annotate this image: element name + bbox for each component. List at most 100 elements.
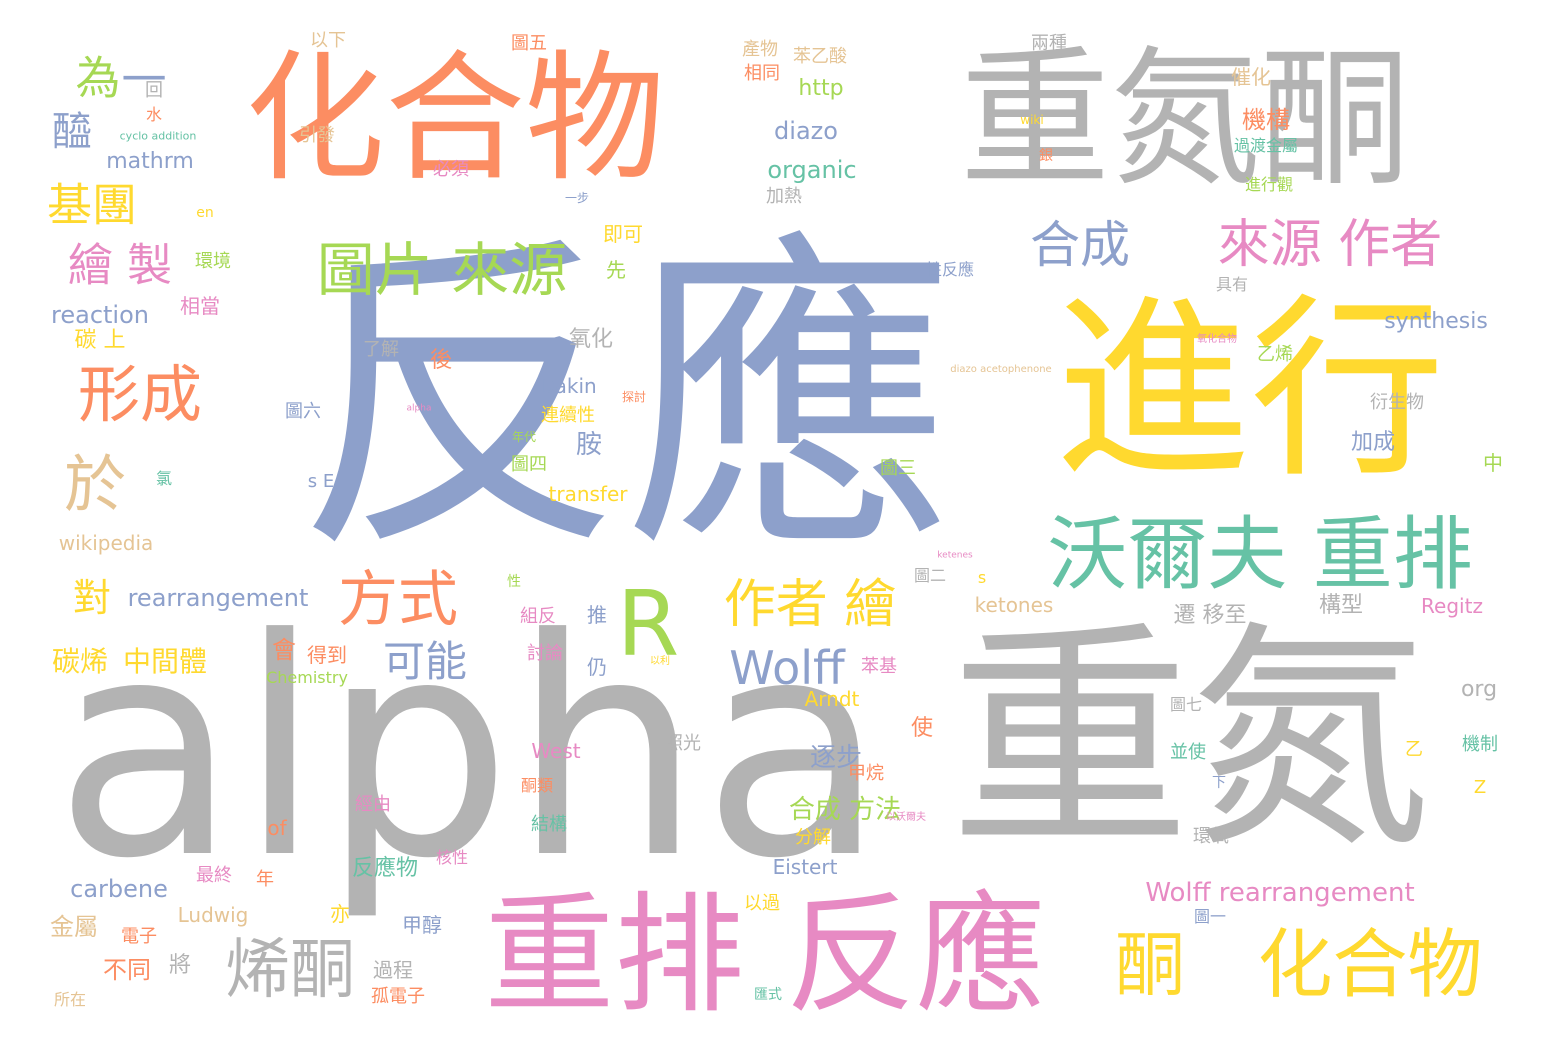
- w-alpha-small: alpha: [406, 403, 432, 414]
- w-tuqi: 圖七: [1169, 695, 1203, 714]
- w-yanghua: 氧化: [568, 327, 614, 352]
- w-lufan: 組反: [520, 606, 556, 627]
- w-an: 胺: [575, 430, 603, 460]
- w-dedao: 得到: [307, 643, 347, 667]
- w-yixi: 乙烯: [1257, 344, 1293, 365]
- w-fangshi: 方式: [338, 565, 458, 635]
- w-tuyi: 圖一: [1193, 907, 1227, 926]
- w-yin: 銀: [1039, 148, 1053, 164]
- w-Chemistry: Chemistry: [266, 668, 348, 687]
- w-benyisuan: 苯乙酸: [793, 46, 847, 67]
- w-gudianzi: 孤電子: [371, 986, 425, 1007]
- w-yi: 一: [113, 55, 167, 101]
- w-xingcheng: 形成: [77, 358, 203, 431]
- w-niandai: 年代: [511, 430, 537, 444]
- w-of: of: [267, 816, 287, 840]
- w-butong: 不同: [103, 956, 151, 984]
- w-lu: 氯: [155, 469, 173, 488]
- w-xitong: 烯酮: [224, 932, 356, 1008]
- w-jizhi: 機制: [1462, 734, 1498, 755]
- w-rearrangement: rearrangement: [127, 584, 309, 612]
- w-huanjing: 環境: [195, 251, 231, 272]
- w-Wolff-rearr: Wolff rearrangement: [1145, 878, 1415, 908]
- w-tusan: 圖三: [880, 458, 916, 479]
- w-diazoaceto: diazo acetophenone: [950, 364, 1052, 375]
- w-jituan: 基團: [46, 178, 138, 232]
- w-hui2: 回: [145, 80, 163, 101]
- w-en: en: [196, 205, 214, 221]
- w-yiguo: 以過: [744, 893, 780, 914]
- w-xing: 性: [507, 574, 521, 590]
- w-org: org: [1460, 677, 1498, 702]
- w-goxing: 構型: [1318, 593, 1364, 618]
- w-tui: 推: [587, 603, 607, 627]
- w-jinxingguan: 進行觀: [1244, 175, 1294, 194]
- w-tonglei: 酮類: [520, 776, 554, 795]
- w-xia: 下: [1212, 775, 1226, 791]
- w-cycloaddition: cyclo addition: [119, 129, 197, 143]
- w-laiyuan-zuozhe: 來源 作者: [1217, 215, 1443, 275]
- w-tuliu: 圖六: [285, 401, 321, 422]
- w-lianxuxing: 連續性: [541, 405, 595, 426]
- w-organic: organic: [767, 156, 857, 184]
- w-jiawan: 甲烷: [848, 763, 884, 784]
- w-Wolff: Wolff: [729, 641, 845, 695]
- w-Z: Z: [1473, 777, 1487, 798]
- w-jike: 即可: [603, 222, 643, 246]
- w-Eistert: Eistert: [772, 855, 838, 879]
- w-wei: 為: [75, 51, 121, 105]
- w-yibu: 一步: [564, 191, 590, 205]
- w-transfer: transfer: [548, 482, 628, 506]
- w-zuozhe-hui: 作者 繪: [723, 575, 897, 635]
- w-liangzhong: 兩種: [1031, 33, 1067, 54]
- w-synthesis: synthesis: [1384, 309, 1488, 334]
- w-xiangdang: 相當: [180, 294, 220, 318]
- w-huahewu-top: 化合物: [244, 38, 666, 201]
- w-liaojie: 了解: [363, 339, 399, 360]
- w-huahewu-bottom: 化合物: [1257, 920, 1483, 1009]
- w-tuwu: 圖五: [511, 33, 547, 54]
- w-zhongdan: 重氮: [949, 600, 1431, 880]
- w-hecheng-fangfa: 合成 方法: [788, 795, 902, 825]
- w-fanyingwu: 反應物: [351, 856, 419, 881]
- w-jinshu: 金屬: [50, 913, 98, 941]
- w-jiegou: 結構: [531, 814, 567, 835]
- w-yiwo: 以沃爾夫: [886, 812, 926, 823]
- w-xingfanying: 性反應: [925, 260, 975, 279]
- w-tusi: 圖四: [511, 454, 547, 475]
- w-huizhi: 繪 製: [67, 238, 173, 292]
- w-yu: 於: [63, 448, 127, 521]
- w-Arndt: Arndt: [804, 687, 860, 711]
- w-yanghuawu: 氧化合物: [1197, 334, 1237, 345]
- w-yinfa: 引發: [299, 125, 335, 146]
- w-jiajie: 甲醇: [402, 913, 442, 937]
- w-huashi: 匯式: [754, 987, 782, 1003]
- w-shui: 水: [145, 105, 163, 124]
- w-guodujinshu: 過渡金屬: [1233, 136, 1299, 155]
- w-guocheng: 過程: [373, 958, 413, 982]
- w-zhongxiong: 中: [1483, 451, 1503, 475]
- w-xian: 先: [606, 258, 626, 282]
- w-hou: 後: [429, 348, 453, 373]
- w-jiang: 將: [168, 953, 192, 978]
- w-R: R: [616, 572, 680, 677]
- w-xi: 醯: [52, 109, 92, 155]
- w-shi: 使: [910, 716, 934, 741]
- w-nian: 年: [256, 869, 274, 890]
- w-xiangtong: 相同: [744, 63, 780, 84]
- w-yi3: 乙: [1405, 739, 1423, 760]
- w-wiki: wiki: [1020, 113, 1044, 127]
- w-zuizhong: 最終: [196, 865, 232, 886]
- w-Ludwig: Ludwig: [177, 903, 249, 927]
- w-dui: 對: [72, 576, 112, 620]
- w-fenjie: 分解: [795, 827, 831, 848]
- w-benji: 苯基: [861, 656, 897, 677]
- w-keteness: ketenes: [937, 550, 973, 561]
- w-yilai: 以利: [650, 656, 670, 667]
- w-yi2: 亦: [330, 902, 350, 926]
- w-yanshengwu: 衍生物: [1370, 392, 1424, 413]
- w-jiare: 加熱: [766, 186, 802, 207]
- w-bingshi: 並使: [1170, 742, 1206, 763]
- w-hexing: 核性: [435, 848, 469, 867]
